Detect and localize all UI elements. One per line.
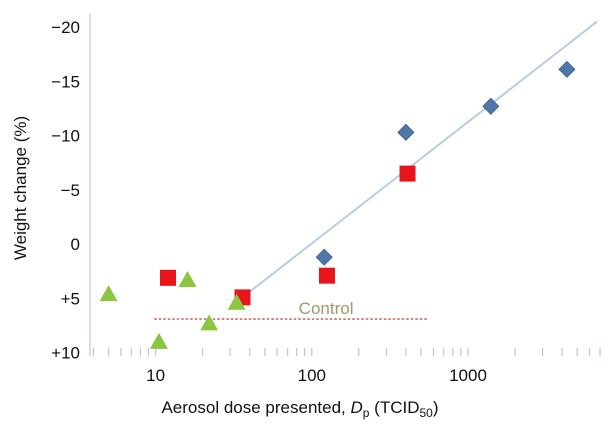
trendline-layer	[241, 20, 598, 299]
y-tick-labels: −20 −15 −10 −5 0 +5 +10	[51, 18, 80, 363]
y-tick-label--5: −5	[61, 181, 80, 200]
x-axis-title-unit-sub: 50	[420, 406, 434, 420]
control-layer: Control	[154, 299, 429, 320]
diamond-point-1	[315, 248, 333, 266]
x-tick-label-1000: 1000	[449, 366, 487, 385]
x-axis-title-unit-open: (TCID	[369, 398, 419, 417]
trendline	[241, 20, 598, 299]
y-tick-label-0: 0	[71, 235, 80, 254]
y-axis-title: Weight change (%)	[11, 116, 30, 260]
diamond-point-2	[397, 123, 415, 141]
y-tick-label-5: +5	[61, 289, 80, 308]
data-points	[99, 60, 576, 349]
y-tick-label--15: −15	[51, 72, 80, 91]
x-minor-ticks	[92, 348, 601, 356]
diamond-point-3	[482, 97, 500, 115]
triangle-point-5	[227, 293, 246, 310]
y-tick-label--20: −20	[51, 18, 80, 37]
x-axis-title-unit-close: )	[433, 398, 439, 417]
square-point-1	[159, 269, 176, 286]
square-point-4	[399, 165, 416, 182]
control-label: Control	[299, 299, 354, 318]
triangle-point-4	[200, 314, 219, 331]
triangle-point-1	[99, 285, 118, 302]
x-axis-title: Aerosol dose presented, Dp (TCID50)	[161, 398, 438, 420]
x-tick-labels: 10 100 1000	[146, 366, 487, 385]
x-axis-title-prefix: Aerosol dose presented,	[161, 398, 350, 417]
y-tick-label-10: +10	[51, 344, 80, 363]
x-axis-title-symbol: D	[350, 398, 362, 417]
x-tick-label-100: 100	[298, 366, 326, 385]
diamond-point-4	[558, 60, 576, 78]
y-tick-label--10: −10	[51, 127, 80, 146]
square-point-3	[318, 267, 335, 284]
x-tick-label-10: 10	[146, 366, 165, 385]
x-axis-title-symbol-sub: p	[363, 406, 370, 420]
triangle-point-3	[178, 271, 197, 287]
triangle-point-2	[149, 332, 168, 349]
